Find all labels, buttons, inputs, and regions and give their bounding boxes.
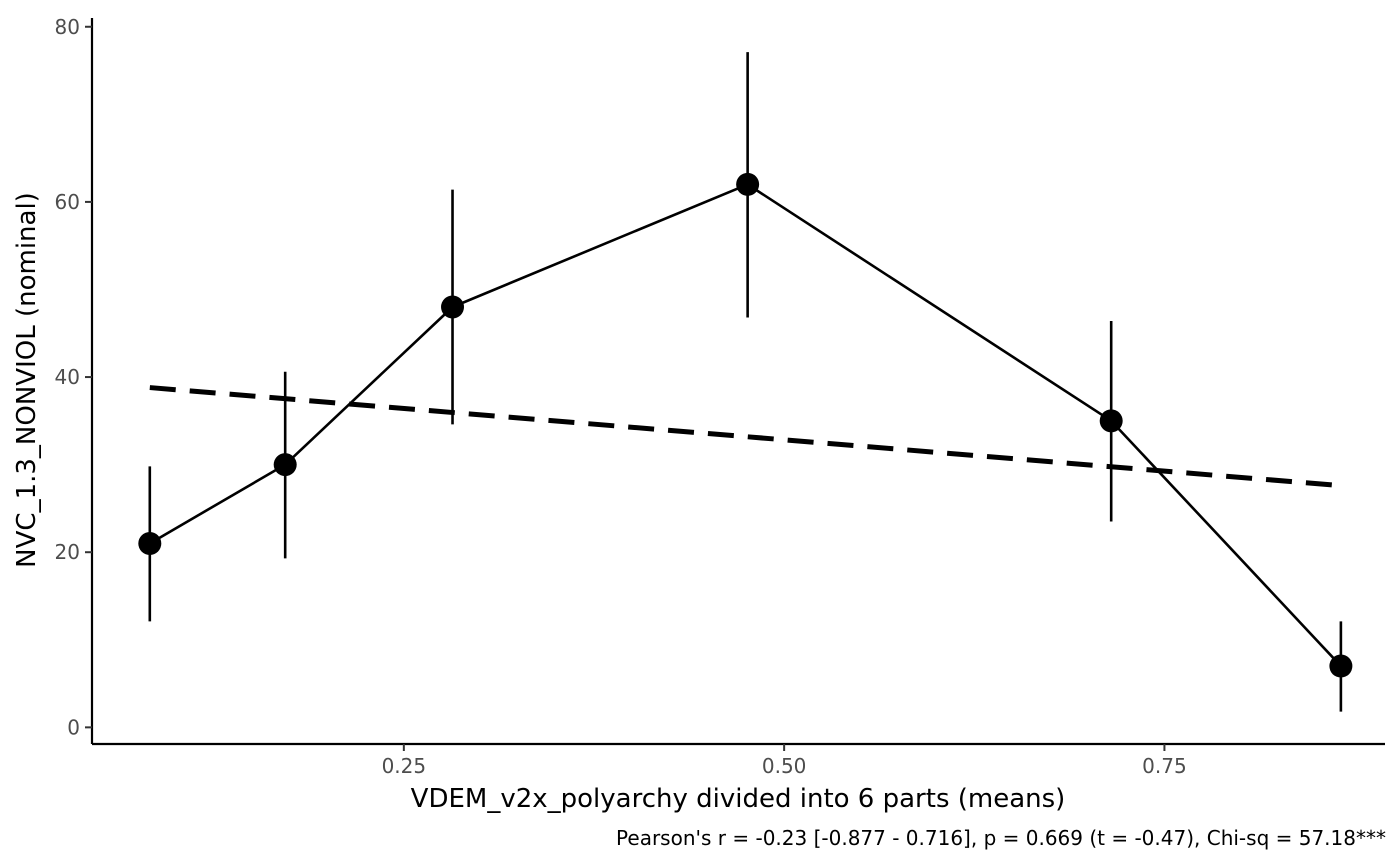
y-tick-label: 0 [67, 715, 80, 739]
trend-line [149, 385, 1342, 489]
chart-caption: Pearson's r = -0.23 [-0.877 - 0.716], p … [616, 826, 1386, 850]
data-point [1099, 409, 1123, 433]
data-points [138, 172, 1353, 678]
series-line-segment [746, 183, 1112, 422]
error-bars [148, 52, 1343, 712]
x-tick-label: 0.25 [382, 754, 427, 778]
x-tick-label: 0.75 [1142, 754, 1187, 778]
series-line-segment [1110, 419, 1342, 667]
data-point [736, 172, 760, 196]
y-tick-label: 20 [55, 540, 80, 564]
data-point [441, 295, 465, 319]
y-tick-label: 80 [55, 15, 80, 39]
data-point [273, 453, 297, 477]
series-line-segment [284, 306, 454, 466]
series-line-segment [149, 463, 286, 545]
y-axis: 0 20 40 60 80 [55, 15, 94, 744]
x-axis-title: VDEM_v2x_polyarchy divided into 6 parts … [411, 784, 1066, 814]
trend-line-layer [149, 385, 1342, 489]
series-line-layer [149, 183, 1342, 667]
x-tick-label: 0.50 [762, 754, 807, 778]
series-line-segment [452, 183, 749, 309]
y-axis-title: NVC_1.3_NONVIOL (nominal) [12, 192, 42, 568]
y-tick-label: 40 [55, 365, 80, 389]
data-point [138, 531, 162, 555]
x-axis: 0.25 0.50 0.75 [92, 742, 1385, 778]
y-tick-label: 60 [55, 190, 80, 214]
data-point [1329, 654, 1353, 678]
